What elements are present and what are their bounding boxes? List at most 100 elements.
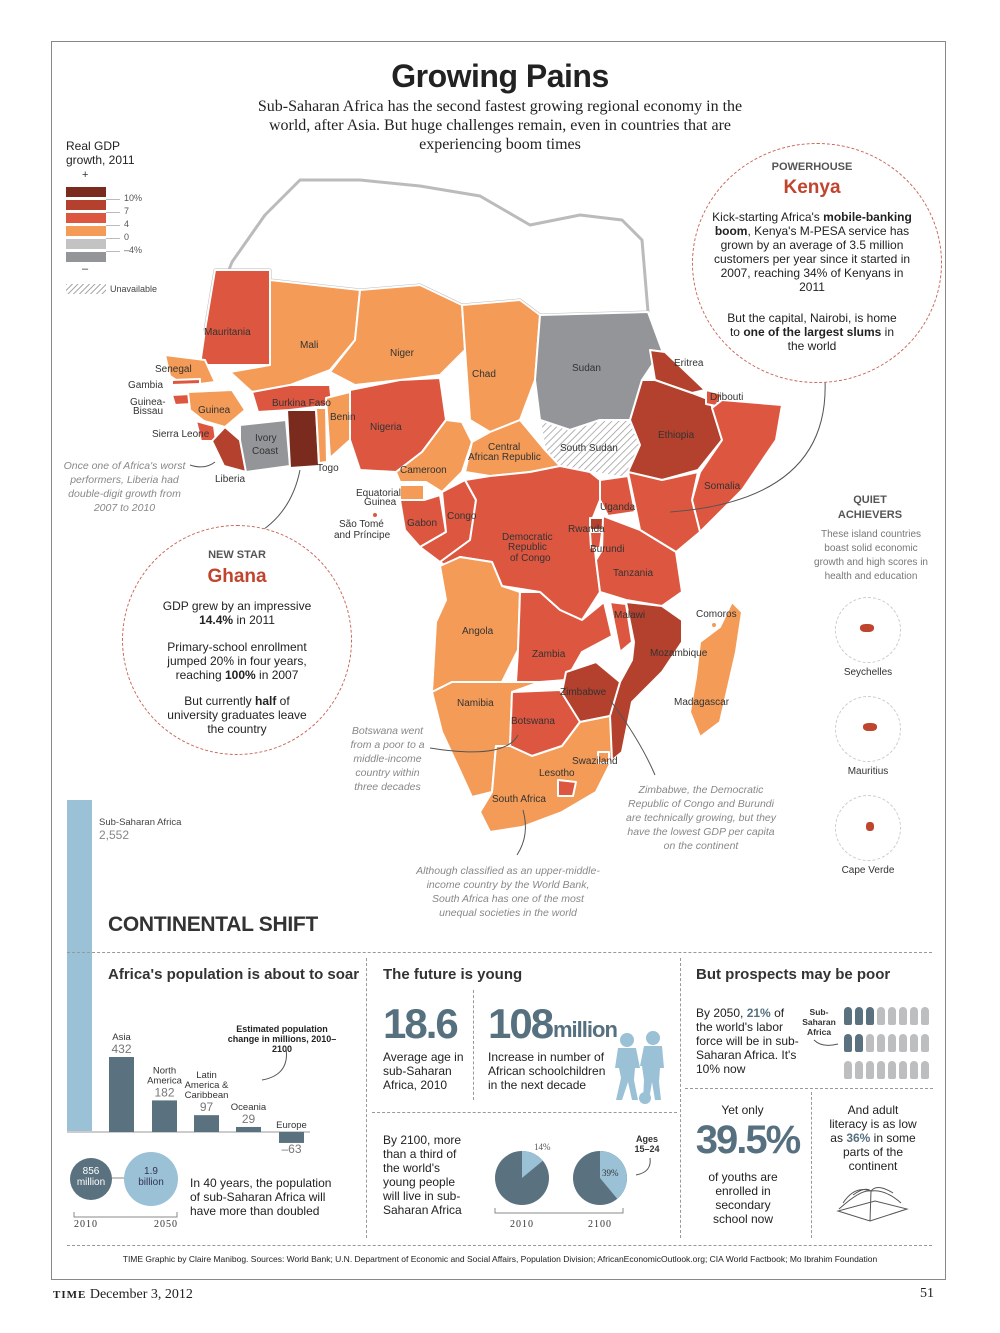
person-icon [843,1061,852,1079]
map-label-swaziland: Swaziland [572,756,618,767]
country-ghana[interactable] [286,409,320,469]
bar-value-label: 432 [111,1042,131,1056]
map-label-sierra-leone: Sierra Leone [152,429,210,440]
brand: TIME [53,1289,87,1301]
country-burundi[interactable] [589,531,603,549]
text: But the capital, Nairobi, is home to [727,311,897,339]
legend-tick-label: 0 [124,232,130,242]
unavailable-swatch [66,284,106,294]
text-bold: 14.4% [199,613,234,627]
map-label-burkina: Burkina Faso [272,398,331,409]
schoolchildren-unit: million [553,1017,618,1042]
legend-tick-label: 4 [124,219,130,229]
credits: TIME Graphic by Claire Manibog. Sources:… [122,1254,878,1264]
divider [473,990,474,1100]
bubble-2010 [70,1158,112,1200]
person-icon [876,1061,885,1079]
legend-tick [106,212,120,213]
map-label-mali: Mali [300,340,318,351]
islands-title-1: QUIET [853,494,887,506]
enroll-text: of youths are enrolled in secondary scho… [708,1170,778,1226]
kenya-text-2: But the capital, Nairobi, is home to one… [727,311,897,353]
map-label-uganda: Uganda [600,502,635,513]
text-bold: 21% [746,1006,771,1020]
divider [372,1112,677,1113]
map-label-djibouti: Djibouti [710,392,743,403]
map-label-lesotho: Lesotho [539,768,575,779]
year-2010: 2010 [74,1219,98,1230]
person-icon [920,1034,929,1052]
map-label-car-2: African Republic [468,452,541,463]
ages-note: Ages 15–24 [634,1134,660,1154]
south-africa-note: Although classified as an upper-middle-i… [416,865,600,919]
comoros-island [712,623,716,627]
person-icon [843,1034,852,1052]
country-malawi[interactable] [609,601,633,653]
bar-category-label: Latin [196,1070,217,1081]
island-label: Mauritius [847,766,889,777]
person-icon [920,1007,929,1025]
country-kenya[interactable] [627,471,701,553]
map-label-eqg-2: Guinea [364,497,397,508]
liberia-note: Once one of Africa's worst performers, L… [63,460,186,514]
country-zambia[interactable] [515,591,613,683]
bar-value-label: –63 [281,1142,301,1156]
country-niger[interactable] [329,284,466,386]
pie-2100-label: 39% [602,1168,619,1178]
map-label-eritrea: Eritrea [674,358,704,369]
map-label-botswana: Botswana [511,716,555,727]
divider [680,958,681,1238]
year-2050: 2050 [154,1219,178,1230]
map-label-drc-1: Democratic [502,532,553,543]
enroll-pre: Yet only [721,1103,764,1117]
country-south-africa[interactable] [479,715,613,833]
country-mozambique[interactable] [599,601,683,763]
person-icon [865,1061,874,1079]
text: in 2007 [255,668,299,682]
country-ivory-coast[interactable] [239,419,291,473]
map-label-ivory-1: Ivory [255,433,277,444]
country-cameroon[interactable] [395,419,473,493]
divider [67,952,932,953]
text: of the world's labor force will be in su… [696,1006,799,1076]
text: of university graduates leave the countr… [167,694,307,736]
legend-title: Real GDP growth, 2011 [66,139,135,167]
bar-category-label: Caribbean [185,1090,229,1101]
labor-text: By 2050, 21% of the world's labor force … [696,1006,801,1076]
person-icon [865,1034,874,1052]
map-label-chad: Chad [472,369,496,380]
person-icon [887,1034,896,1052]
country-lesotho[interactable] [557,779,577,797]
country-angola[interactable] [431,556,521,693]
text-bold: mobile-banking boom [714,210,912,238]
bar-value-label: 29 [242,1112,256,1126]
country-gambia[interactable] [171,378,201,386]
bar-category-label: Asia [112,1032,131,1043]
country-togo[interactable] [315,407,328,464]
bar-north-america [152,1100,177,1132]
legend-swatch [66,226,106,236]
bubble-2050-label: 1.9 billion [138,1166,164,1188]
divider [811,1092,812,1238]
liberia-arrow [189,461,216,468]
ghana-text-3: But currently half of university graduat… [167,694,307,736]
country-swaziland[interactable] [597,751,610,764]
schoolchildren-text: Increase in number of African schoolchil… [488,1050,606,1092]
sao-tome-island [373,513,377,517]
south-africa-arrow [516,809,526,856]
map-label-sudan: Sudan [572,363,601,374]
zimbabwe-note: Zimbabwe, the Democratic Republic of Con… [626,784,776,852]
country-ethiopia[interactable] [627,379,723,481]
footer-left: TIME December 3, 2012 [53,1287,193,1303]
country-madagascar[interactable] [689,601,743,738]
map-label-guinea-bissau-1: Guinea- [130,397,166,408]
bar-category-label: Europe [276,1120,307,1131]
island-shape-mauritius [863,723,877,731]
map-label-eqg-1: Equatorial [356,488,401,499]
legend-tick [106,199,120,200]
map-label-togo: Togo [317,463,339,474]
bar-category-label: North [153,1065,176,1076]
ssa-label: Sub-Saharan Africa [99,817,182,828]
page-title: Growing Pains [391,58,609,94]
map-label-car-1: Central [488,442,520,453]
